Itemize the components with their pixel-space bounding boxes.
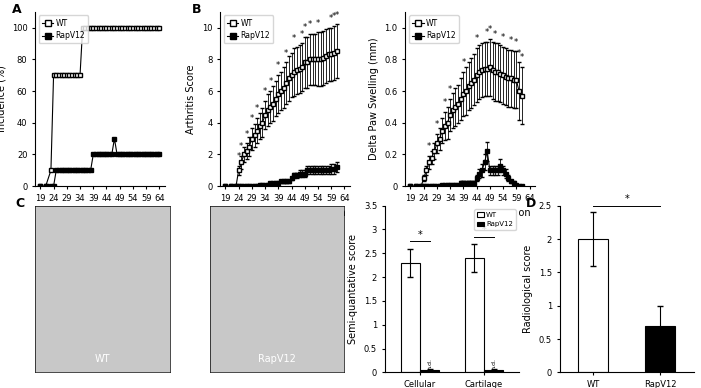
Y-axis label: Incidence (%): Incidence (%)	[0, 66, 6, 132]
Bar	[401, 263, 420, 372]
Text: *: *	[625, 194, 629, 204]
Y-axis label: Delta Paw Swelling (mm): Delta Paw Swelling (mm)	[369, 38, 379, 160]
Text: *: *	[334, 10, 339, 19]
Text: *: *	[255, 104, 259, 113]
Text: *: *	[245, 130, 249, 139]
Text: *: *	[493, 29, 497, 39]
Text: n.d.: n.d.	[491, 358, 496, 370]
Y-axis label: Arthritis Score: Arthritis Score	[186, 64, 196, 134]
Y-axis label: Semi-quantative score: Semi-quantative score	[348, 234, 358, 344]
Text: *: *	[292, 35, 297, 43]
Legend: WT, RapV12: WT, RapV12	[39, 16, 88, 43]
Text: *: *	[239, 142, 243, 151]
Text: *: *	[250, 114, 254, 123]
Text: C: C	[15, 197, 24, 210]
Y-axis label: Radiological score: Radiological score	[523, 245, 533, 333]
Bar	[420, 370, 439, 372]
Text: *: *	[519, 54, 524, 62]
Text: *: *	[435, 120, 439, 129]
Text: A: A	[12, 3, 21, 16]
Text: *: *	[284, 48, 288, 58]
Text: *: *	[329, 14, 334, 23]
Text: *: *	[308, 20, 312, 29]
Text: *: *	[418, 230, 422, 240]
Text: *: *	[517, 48, 521, 58]
Legend: WT, RapV12: WT, RapV12	[409, 16, 458, 43]
Text: *: *	[475, 35, 479, 43]
Bar	[484, 370, 503, 372]
Legend: WT, RapV12: WT, RapV12	[224, 16, 273, 43]
Text: *: *	[300, 29, 304, 39]
Text: *: *	[316, 19, 320, 28]
Legend: WT, RapV12: WT, RapV12	[475, 209, 516, 230]
Bar	[578, 239, 608, 372]
Text: *: *	[443, 98, 447, 107]
Text: D: D	[526, 197, 536, 210]
Text: *: *	[482, 225, 486, 235]
Text: *: *	[276, 61, 280, 70]
X-axis label: Days after immunization: Days after immunization	[39, 208, 161, 218]
Text: *: *	[427, 142, 431, 151]
Text: *: *	[332, 12, 336, 21]
Text: *: *	[461, 58, 465, 67]
X-axis label: Days after immunization: Days after immunization	[409, 208, 531, 218]
Bar	[645, 326, 676, 372]
Text: *: *	[509, 36, 513, 45]
Text: RapV12: RapV12	[258, 354, 296, 364]
Text: *: *	[236, 152, 240, 161]
Text: *: *	[485, 28, 489, 37]
Text: *: *	[268, 77, 273, 86]
Text: *: *	[303, 23, 307, 32]
Text: *: *	[488, 25, 492, 34]
Bar	[465, 258, 484, 372]
Text: *: *	[501, 33, 505, 42]
Text: *: *	[263, 87, 267, 96]
Text: *: *	[448, 85, 452, 94]
Text: WT: WT	[95, 354, 110, 364]
Text: *: *	[515, 38, 519, 47]
Text: n.d.: n.d.	[427, 358, 432, 370]
X-axis label: Days after immunization: Days after immunization	[224, 208, 346, 218]
Text: B: B	[191, 3, 201, 16]
